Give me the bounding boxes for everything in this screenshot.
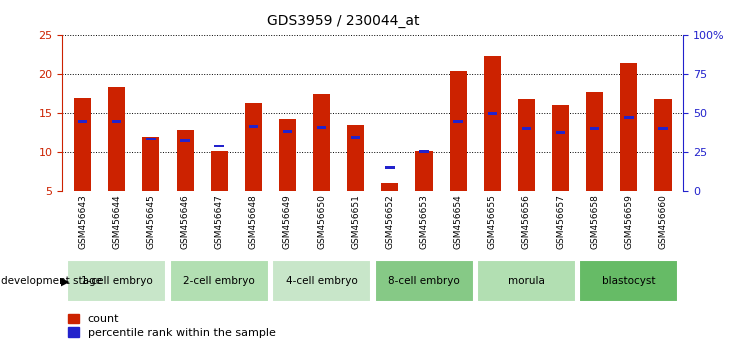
Bar	[477, 259, 576, 302]
Bar	[415, 151, 433, 191]
Text: GSM456649: GSM456649	[283, 194, 292, 249]
Bar	[249, 125, 258, 128]
Text: morula: morula	[508, 275, 545, 286]
Text: GSM456654: GSM456654	[454, 194, 463, 249]
Bar	[317, 126, 326, 129]
Bar	[272, 259, 371, 302]
Bar	[580, 259, 678, 302]
Bar	[624, 116, 634, 119]
Text: GSM456659: GSM456659	[624, 194, 633, 249]
Text: 2-cell embryo: 2-cell embryo	[183, 275, 255, 286]
Bar	[385, 166, 395, 169]
Text: GSM456645: GSM456645	[146, 194, 156, 249]
Bar	[659, 127, 667, 130]
Text: GSM456657: GSM456657	[556, 194, 565, 249]
Bar	[78, 120, 87, 122]
Bar	[484, 56, 501, 191]
Bar	[74, 98, 91, 191]
Bar	[347, 125, 364, 191]
Text: GSM456643: GSM456643	[78, 194, 87, 249]
Text: GSM456646: GSM456646	[181, 194, 189, 249]
Text: GSM456652: GSM456652	[385, 194, 395, 249]
Bar	[283, 130, 292, 133]
Text: GDS3959 / 230044_at: GDS3959 / 230044_at	[268, 14, 420, 28]
Bar	[176, 130, 194, 191]
Text: GSM456644: GSM456644	[113, 194, 121, 249]
Bar	[586, 92, 603, 191]
Bar	[518, 99, 535, 191]
Bar	[382, 183, 398, 191]
Bar	[654, 99, 672, 191]
Bar	[374, 259, 474, 302]
Bar	[552, 105, 569, 191]
Bar	[214, 144, 224, 148]
Text: GSM456655: GSM456655	[488, 194, 497, 249]
Bar	[112, 120, 121, 122]
Bar	[450, 71, 466, 191]
Bar	[420, 150, 428, 153]
Bar	[146, 137, 156, 141]
Bar	[488, 112, 497, 115]
Bar	[245, 103, 262, 191]
Bar	[181, 139, 190, 142]
Text: GSM456660: GSM456660	[659, 194, 667, 249]
Text: GSM456656: GSM456656	[522, 194, 531, 249]
Text: GSM456658: GSM456658	[590, 194, 599, 249]
Bar	[143, 137, 159, 191]
Bar	[556, 131, 565, 134]
Bar	[313, 94, 330, 191]
Text: GSM456653: GSM456653	[420, 194, 428, 249]
Text: 1-cell embryo: 1-cell embryo	[81, 275, 153, 286]
Text: GSM456647: GSM456647	[215, 194, 224, 249]
Legend: count, percentile rank within the sample: count, percentile rank within the sample	[68, 314, 276, 338]
Bar	[453, 120, 463, 122]
Text: GSM456648: GSM456648	[249, 194, 258, 249]
Text: development stage: development stage	[1, 276, 102, 286]
Text: blastocyst: blastocyst	[602, 275, 656, 286]
Bar	[590, 127, 599, 130]
Text: GSM456650: GSM456650	[317, 194, 326, 249]
Bar	[621, 63, 637, 191]
Bar	[351, 136, 360, 139]
Bar	[67, 259, 166, 302]
Bar	[108, 87, 125, 191]
Bar	[279, 119, 296, 191]
Text: GSM456651: GSM456651	[351, 194, 360, 249]
Bar	[170, 259, 269, 302]
Bar	[522, 127, 531, 130]
Bar	[211, 152, 228, 191]
Text: 8-cell embryo: 8-cell embryo	[388, 275, 460, 286]
Text: ▶: ▶	[61, 276, 69, 286]
Text: 4-cell embryo: 4-cell embryo	[286, 275, 357, 286]
